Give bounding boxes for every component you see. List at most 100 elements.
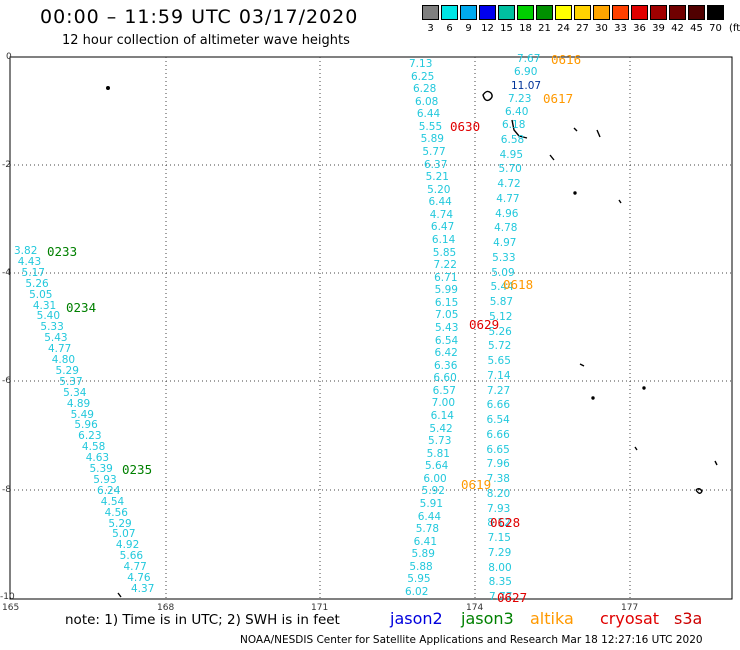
lon-label-165: 165 xyxy=(2,603,20,613)
wave-height-value: 3.82 xyxy=(14,245,38,257)
wave-height-value: 6.58 xyxy=(500,133,525,146)
pass-time-label: 0628 xyxy=(490,515,521,530)
color-swatch xyxy=(707,5,724,20)
wave-height-value: 5.43 xyxy=(44,332,68,345)
wave-height-value: 4.77 xyxy=(496,192,520,205)
legend-altika: altika xyxy=(530,609,574,628)
wave-height-value: 6.08 xyxy=(414,95,439,108)
wave-height-value: 5.17 xyxy=(21,266,45,279)
lon-label-171: 171 xyxy=(311,603,329,613)
wave-height-value: 7.23 xyxy=(508,92,532,105)
wave-height-value: 5.66 xyxy=(119,550,144,563)
wave-height-value: 4.96 xyxy=(495,207,519,220)
wave-height-value: 6.47 xyxy=(430,221,455,234)
wave-height-value: 5.33 xyxy=(40,321,64,334)
color-scale-label: 27 xyxy=(576,23,589,34)
wave-height-value: 5.40 xyxy=(36,310,61,323)
islands xyxy=(105,85,718,598)
color-scale-label: 3 xyxy=(427,23,434,34)
wave-height-value: 6.65 xyxy=(486,443,510,456)
lon-label-174: 174 xyxy=(466,603,484,613)
wave-height-value: 5.81 xyxy=(426,447,450,460)
color-scale-label: 6 xyxy=(446,23,453,34)
map-frame xyxy=(9,56,733,600)
wave-height-value: 8.12 xyxy=(487,517,511,530)
color-swatch xyxy=(498,5,515,20)
wave-height-value: 7.27 xyxy=(486,384,511,397)
wave-height-value: 6.60 xyxy=(433,372,457,385)
island-2 xyxy=(482,90,493,102)
wave-height-value: 4.97 xyxy=(493,237,517,249)
wave-height-value: 6.41 xyxy=(413,535,438,548)
wave-height-value: 7.38 xyxy=(486,473,510,485)
color-swatch xyxy=(479,5,496,20)
wave-height-value: 6.44 xyxy=(416,108,441,121)
lat-label-6: -6 xyxy=(2,376,11,386)
legend-jason3: jason3 xyxy=(461,609,514,628)
wave-height-value: 7.00 xyxy=(431,397,456,410)
pass-time-label: 0616 xyxy=(551,52,582,67)
wave-height-value: 6.54 xyxy=(486,414,510,426)
color-swatch xyxy=(517,5,534,20)
island-11 xyxy=(591,396,595,400)
wave-height-value: 5.78 xyxy=(415,523,440,536)
color-swatch xyxy=(669,5,686,20)
page-subtitle: 12 hour collection of altimeter wave hei… xyxy=(62,33,350,48)
pass-time-label: 0630 xyxy=(450,119,481,134)
wave-height-value: 6.18 xyxy=(502,119,526,131)
island-5 xyxy=(596,129,601,138)
wave-height-value: 6.44 xyxy=(417,510,442,523)
color-swatch xyxy=(688,5,705,20)
wave-height-value: 4.37 xyxy=(131,583,155,595)
wave-height-value: 5.99 xyxy=(434,284,458,297)
island-8 xyxy=(618,199,622,204)
wave-height-value: 6.24 xyxy=(97,484,121,497)
wave-height-value: 5.65 xyxy=(487,355,511,367)
wave-height-value: 4.63 xyxy=(85,452,110,465)
wave-height-value: 7.77 xyxy=(489,591,513,603)
wave-height-value: 6.40 xyxy=(505,106,529,118)
wave-height-value: 4.54 xyxy=(100,495,125,508)
wave-height-value: 5.89 xyxy=(411,548,435,561)
color-scale-label: 18 xyxy=(519,23,532,34)
wave-height-value: 6.44 xyxy=(428,196,452,209)
island-13 xyxy=(714,460,718,466)
island-7 xyxy=(573,191,577,195)
color-scale-label: 39 xyxy=(652,23,665,34)
wave-height-value: 5.96 xyxy=(74,419,98,432)
color-swatch xyxy=(612,5,629,20)
pass-time-label: 0234 xyxy=(66,300,97,315)
wave-height-value: 6.14 xyxy=(431,234,456,246)
wave-height-value: 7.29 xyxy=(487,546,512,559)
color-swatch xyxy=(536,5,553,20)
wave-height-value: 4.80 xyxy=(51,354,76,367)
pass-time-label: 0233 xyxy=(47,244,78,259)
pass-time-label: 0619 xyxy=(461,477,492,492)
island-3 xyxy=(511,119,528,139)
island-6 xyxy=(549,154,555,161)
wave-height-value: 4.72 xyxy=(497,178,521,190)
wave-height-value: 5.09 xyxy=(491,266,515,279)
wave-height-value: 4.89 xyxy=(66,397,91,410)
wave-height-value: 7.05 xyxy=(435,309,459,322)
color-scale-label: 36 xyxy=(633,23,646,34)
color-swatch xyxy=(593,5,610,20)
note-text: note: 1) Time is in UTC; 2) SWH is in fe… xyxy=(65,612,340,628)
wave-height-value: 4.95 xyxy=(499,148,524,161)
color-scale-label: 33 xyxy=(614,23,627,34)
wave-height-value: 5.37 xyxy=(59,375,83,388)
island-1 xyxy=(105,85,110,90)
wave-height-value: 6.14 xyxy=(430,410,454,422)
color-scale-label: 24 xyxy=(557,23,570,34)
grid-lines xyxy=(10,57,732,599)
wave-height-value: 7.15 xyxy=(487,532,511,544)
wave-height-value: 4.43 xyxy=(17,255,42,268)
wave-height-value: 6.36 xyxy=(434,359,458,372)
wave-height-value: 4.76 xyxy=(127,572,151,585)
lat-label-0: 0 xyxy=(6,52,12,62)
wave-height-value: 6.02 xyxy=(405,586,429,598)
wave-height-value: 8.20 xyxy=(486,487,511,500)
legend-cryosat: cryosat xyxy=(600,609,660,628)
wave-height-value: 5.91 xyxy=(419,498,444,510)
color-swatch xyxy=(650,5,667,20)
